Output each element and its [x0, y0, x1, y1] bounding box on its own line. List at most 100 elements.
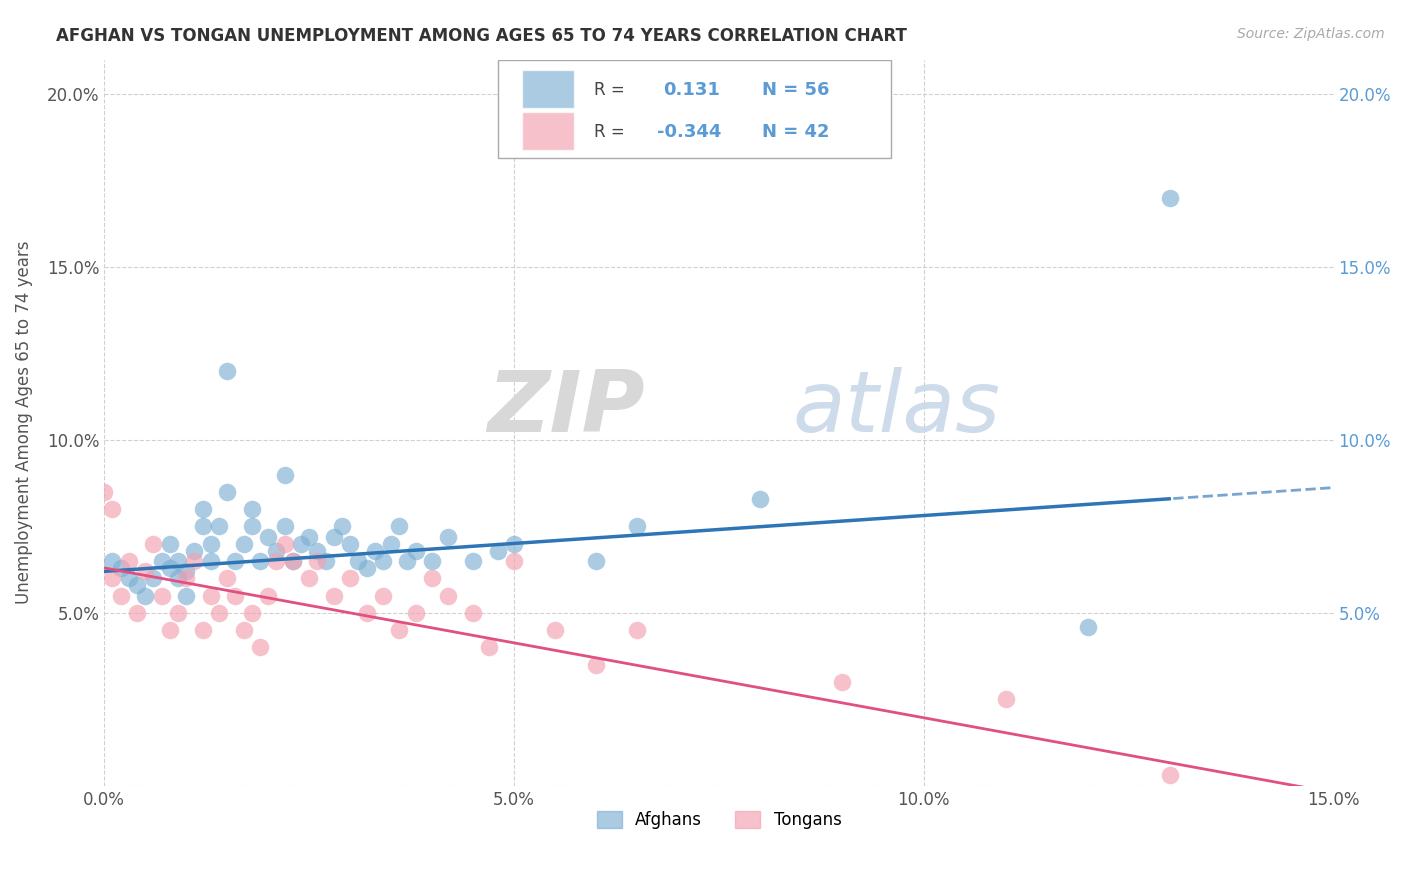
Point — [240, 519, 263, 533]
Point — [217, 484, 239, 499]
Text: N = 42: N = 42 — [762, 123, 830, 141]
Point — [290, 537, 312, 551]
Point — [174, 589, 197, 603]
Point — [322, 589, 344, 603]
Text: atlas: atlas — [793, 367, 1001, 450]
Point — [544, 623, 567, 637]
Point — [503, 554, 526, 568]
Point — [315, 554, 337, 568]
Point — [249, 554, 271, 568]
Point — [208, 606, 231, 620]
Point — [257, 589, 280, 603]
Point — [281, 554, 304, 568]
Text: AFGHAN VS TONGAN UNEMPLOYMENT AMONG AGES 65 TO 74 YEARS CORRELATION CHART: AFGHAN VS TONGAN UNEMPLOYMENT AMONG AGES… — [56, 27, 907, 45]
Point — [307, 554, 329, 568]
FancyBboxPatch shape — [522, 70, 574, 108]
Point — [191, 502, 214, 516]
Point — [364, 543, 387, 558]
Point — [110, 589, 132, 603]
Point — [200, 554, 222, 568]
Point — [232, 537, 254, 551]
Point — [249, 640, 271, 655]
Text: N = 56: N = 56 — [762, 81, 830, 99]
Point — [371, 589, 394, 603]
Point — [174, 571, 197, 585]
Point — [330, 519, 353, 533]
Text: -0.344: -0.344 — [658, 123, 721, 141]
Point — [200, 537, 222, 551]
Point — [134, 565, 156, 579]
Point — [118, 571, 141, 585]
Point — [150, 554, 173, 568]
Point — [101, 502, 124, 516]
Point — [281, 554, 304, 568]
Point — [200, 589, 222, 603]
Point — [134, 589, 156, 603]
Point — [356, 606, 378, 620]
Point — [420, 554, 443, 568]
Point — [224, 554, 246, 568]
Text: R =: R = — [593, 81, 624, 99]
Y-axis label: Unemployment Among Ages 65 to 74 years: Unemployment Among Ages 65 to 74 years — [15, 241, 32, 605]
Text: ZIP: ZIP — [488, 367, 645, 450]
Point — [298, 571, 321, 585]
Point — [208, 519, 231, 533]
Point — [240, 606, 263, 620]
Point — [356, 561, 378, 575]
Point — [1159, 191, 1181, 205]
Point — [626, 623, 648, 637]
Point — [191, 623, 214, 637]
Point — [347, 554, 370, 568]
Legend: Afghans, Tongans: Afghans, Tongans — [591, 804, 848, 836]
Point — [224, 589, 246, 603]
Point — [503, 537, 526, 551]
Point — [273, 537, 295, 551]
Point — [142, 571, 165, 585]
Point — [266, 543, 288, 558]
Point — [167, 554, 190, 568]
Point — [626, 519, 648, 533]
Point — [405, 543, 427, 558]
Point — [322, 530, 344, 544]
Point — [217, 571, 239, 585]
Text: 0.131: 0.131 — [664, 81, 720, 99]
Point — [994, 692, 1017, 706]
Point — [420, 571, 443, 585]
Point — [478, 640, 501, 655]
Point — [405, 606, 427, 620]
Point — [273, 519, 295, 533]
Point — [396, 554, 419, 568]
Point — [167, 606, 190, 620]
Point — [380, 537, 402, 551]
Point — [240, 502, 263, 516]
Point — [191, 519, 214, 533]
Text: Source: ZipAtlas.com: Source: ZipAtlas.com — [1237, 27, 1385, 41]
Point — [585, 657, 607, 672]
Point — [486, 543, 509, 558]
Point — [1077, 620, 1099, 634]
Point — [437, 530, 460, 544]
Point — [339, 571, 361, 585]
Point — [273, 467, 295, 482]
Point — [461, 606, 484, 620]
Point — [257, 530, 280, 544]
Point — [159, 537, 181, 551]
FancyBboxPatch shape — [522, 112, 574, 150]
Point — [125, 606, 148, 620]
Point — [831, 675, 853, 690]
Point — [159, 561, 181, 575]
Point — [174, 565, 197, 579]
Point — [101, 571, 124, 585]
Point — [101, 554, 124, 568]
Point — [142, 537, 165, 551]
Point — [217, 364, 239, 378]
Point — [461, 554, 484, 568]
Point — [183, 543, 205, 558]
Point — [298, 530, 321, 544]
Point — [183, 554, 205, 568]
Point — [585, 554, 607, 568]
Point — [339, 537, 361, 551]
Point — [371, 554, 394, 568]
Text: R =: R = — [593, 123, 624, 141]
Point — [388, 519, 411, 533]
